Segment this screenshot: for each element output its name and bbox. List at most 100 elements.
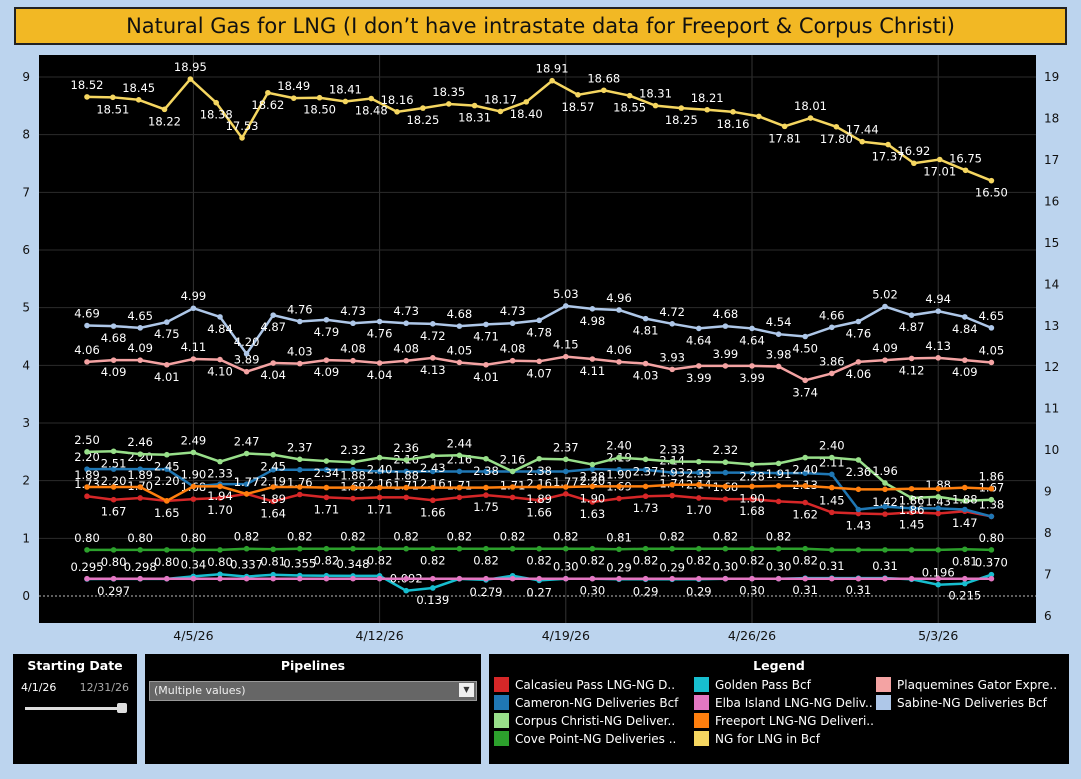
data-point [563, 484, 569, 490]
data-point [509, 320, 516, 327]
legend-item[interactable]: Elba Island LNG-NG Deliv.. [694, 695, 876, 710]
data-point [164, 451, 170, 458]
data-label: 17.01 [923, 165, 956, 179]
data-point [403, 357, 410, 364]
data-point [642, 456, 649, 463]
legend-item[interactable]: NG for LNG in Bcf [694, 731, 876, 746]
data-point [616, 495, 622, 502]
legend-panel: Legend Calcasieu Pass LNG-NG D.. Golden P… [489, 654, 1069, 764]
data-point [882, 303, 888, 310]
data-point [270, 312, 277, 318]
data-label: 18.91 [536, 62, 569, 76]
data-point [669, 469, 675, 476]
data-label: 0.82 [633, 554, 659, 568]
data-point [217, 314, 223, 320]
data-point [802, 454, 808, 461]
data-label: 1.91 [766, 467, 792, 481]
data-point [616, 575, 622, 582]
data-label: 0.295 [71, 560, 104, 574]
data-point [350, 545, 356, 552]
plot-area [39, 55, 1036, 623]
data-point [962, 484, 968, 491]
legend-item[interactable]: Plaquemines Gator Expre.. [876, 677, 1066, 692]
data-label: 1.66 [526, 505, 552, 519]
data-point [403, 587, 410, 594]
y-left-tick-label: 5 [22, 301, 30, 315]
data-label: 1.77 [234, 475, 260, 489]
data-label: 0.82 [659, 530, 685, 544]
chevron-down-icon[interactable]: ▼ [459, 683, 474, 697]
data-point [802, 470, 808, 476]
data-label: 0.80 [979, 531, 1005, 545]
data-point [509, 575, 516, 582]
data-point [376, 454, 383, 461]
legend-item[interactable]: Calcasieu Pass LNG-NG D.. [494, 677, 694, 692]
legend-item[interactable]: Sabine-NG Deliveries Bcf [876, 695, 1066, 710]
data-label: 0.82 [792, 554, 818, 568]
data-label: 3.99 [713, 347, 739, 361]
data-label: 4.15 [553, 338, 579, 352]
pipelines-dropdown-value: (Multiple values) [154, 684, 246, 697]
data-label: 0.82 [447, 530, 473, 544]
data-label: 2.19 [260, 475, 286, 489]
data-label: 4.81 [633, 324, 659, 338]
data-point [882, 486, 888, 493]
data-label: 4.72 [659, 305, 685, 319]
data-label: 4.84 [952, 322, 978, 336]
data-point [270, 546, 277, 553]
data-point [988, 547, 995, 553]
data-point [855, 575, 862, 582]
legend-item[interactable]: Corpus Christi-NG Deliver.. [494, 713, 694, 728]
data-point [217, 483, 223, 490]
legend-item[interactable]: Freeport LNG-NG Deliveri.. [694, 713, 876, 728]
data-label: 2.49 [181, 433, 207, 447]
data-point [962, 580, 968, 587]
data-label: 1.67 [101, 505, 127, 519]
data-label: 18.25 [406, 113, 439, 127]
data-label: 0.81 [606, 530, 632, 544]
data-label: 4.50 [792, 342, 818, 356]
legend-item[interactable]: Cove Point-NG Deliveries .. [494, 731, 694, 746]
data-label: 18.57 [561, 100, 594, 114]
data-point [616, 454, 622, 461]
data-point [616, 546, 622, 553]
data-label: 4.10 [207, 365, 233, 379]
data-point [696, 363, 702, 369]
data-label: 0.30 [580, 584, 606, 598]
data-point [589, 483, 596, 490]
data-point [217, 547, 223, 553]
legend-item[interactable]: Cameron-NG Deliveries Bcf [494, 695, 694, 710]
y-right-tick-label: 8 [1044, 526, 1052, 540]
slider-handle[interactable] [117, 703, 127, 713]
data-point [217, 571, 223, 578]
data-point [403, 545, 410, 552]
data-label: 4.87 [899, 320, 925, 334]
legend-label: Cameron-NG Deliveries Bcf [515, 695, 679, 710]
data-point [456, 545, 463, 552]
data-label: 4.20 [234, 335, 260, 349]
data-label: 0.31 [792, 583, 818, 597]
data-point [297, 545, 303, 552]
data-point [297, 484, 303, 490]
data-label: 0.82 [553, 530, 579, 544]
data-point [350, 575, 356, 582]
pipelines-dropdown[interactable]: (Multiple values) ▼ [149, 681, 477, 701]
data-label: 1.77 [553, 475, 579, 489]
data-point [988, 575, 995, 582]
data-label: 18.16 [381, 93, 414, 107]
data-point [749, 461, 755, 468]
data-point [430, 585, 436, 591]
y-left-tick-label: 6 [22, 243, 30, 257]
data-label: 16.92 [897, 144, 930, 158]
data-label: 0.29 [606, 560, 632, 574]
data-point [589, 356, 596, 362]
data-point [483, 492, 489, 498]
data-label: 1.89 [526, 492, 552, 506]
data-point [483, 321, 489, 328]
data-label: 0.82 [340, 530, 366, 544]
date-range-slider[interactable] [25, 702, 127, 714]
data-label: 4.65 [127, 309, 153, 323]
data-label: 1.70 [686, 503, 712, 517]
data-point [456, 494, 463, 501]
legend-item[interactable]: Golden Pass Bcf [694, 677, 876, 692]
